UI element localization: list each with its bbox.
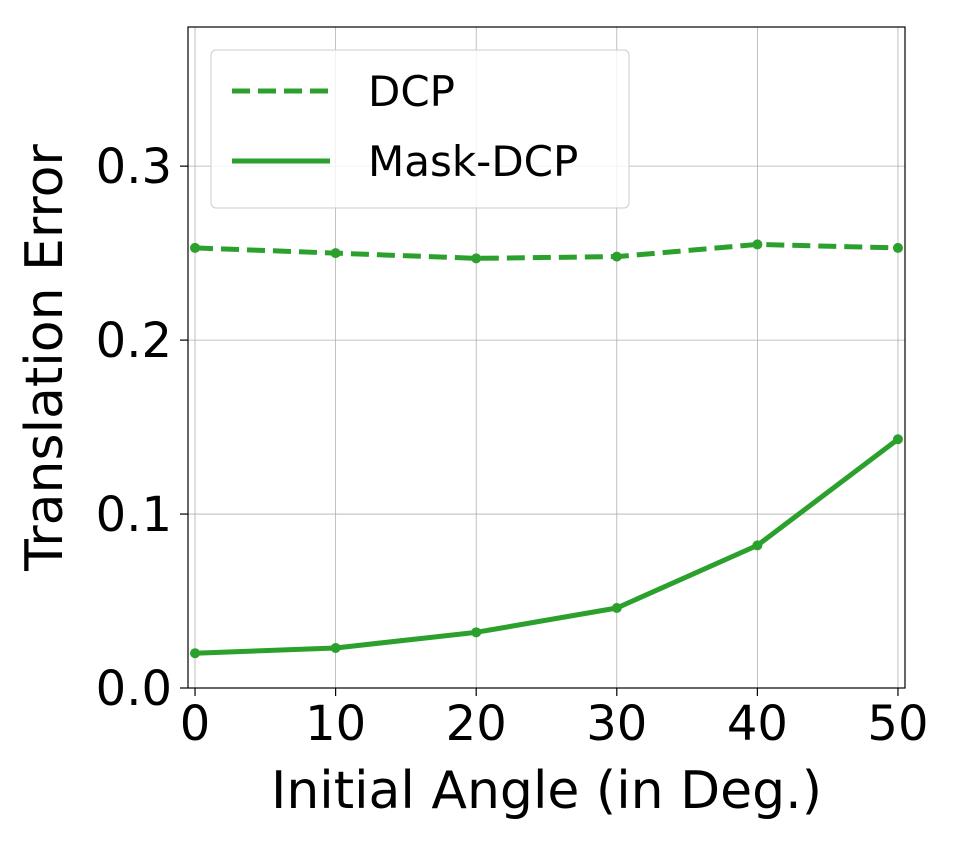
x-tick-label: 50 [867,696,928,752]
data-point-dcp [611,251,622,262]
x-axis-label: Initial Angle (in Deg.) [271,761,822,821]
data-point-dcp [471,253,482,264]
ticks: 0 10 20 30 40 50 0.0 0.1 0.2 0.3 [96,139,929,752]
y-tick-label: 0.1 [96,487,172,543]
data-point-dcp [752,239,763,250]
data-point-mask-dcp [471,627,482,638]
data-point-dcp [892,242,903,253]
x-tick-label: 30 [586,696,647,752]
legend-label-dcp: DCP [368,67,455,116]
y-tick-label: 0.0 [96,661,172,717]
plot-frame [187,26,906,689]
x-tick-label: 10 [305,696,366,752]
data-point-mask-dcp [190,648,201,659]
data-point-mask-dcp [330,642,341,653]
y-axis-label: Translation Error [15,144,75,572]
legend-label-mask-dcp: Mask-DCP [368,137,578,186]
data-point-dcp [190,242,201,253]
series-line-dcp [194,241,899,261]
y-tick-label: 0.3 [96,139,172,195]
data-point-dcp [330,248,341,259]
legend: DCP Mask-DCP [210,49,630,209]
data-point-mask-dcp [892,434,903,445]
x-tick-label: 20 [446,696,507,752]
series-layer [190,239,903,659]
series-line-mask-dcp [194,437,900,656]
x-tick-label: 0 [180,696,211,752]
x-tick-label: 40 [727,696,788,752]
data-point-mask-dcp [752,540,763,551]
data-point-mask-dcp [611,602,622,613]
y-tick-label: 0.2 [96,313,172,369]
